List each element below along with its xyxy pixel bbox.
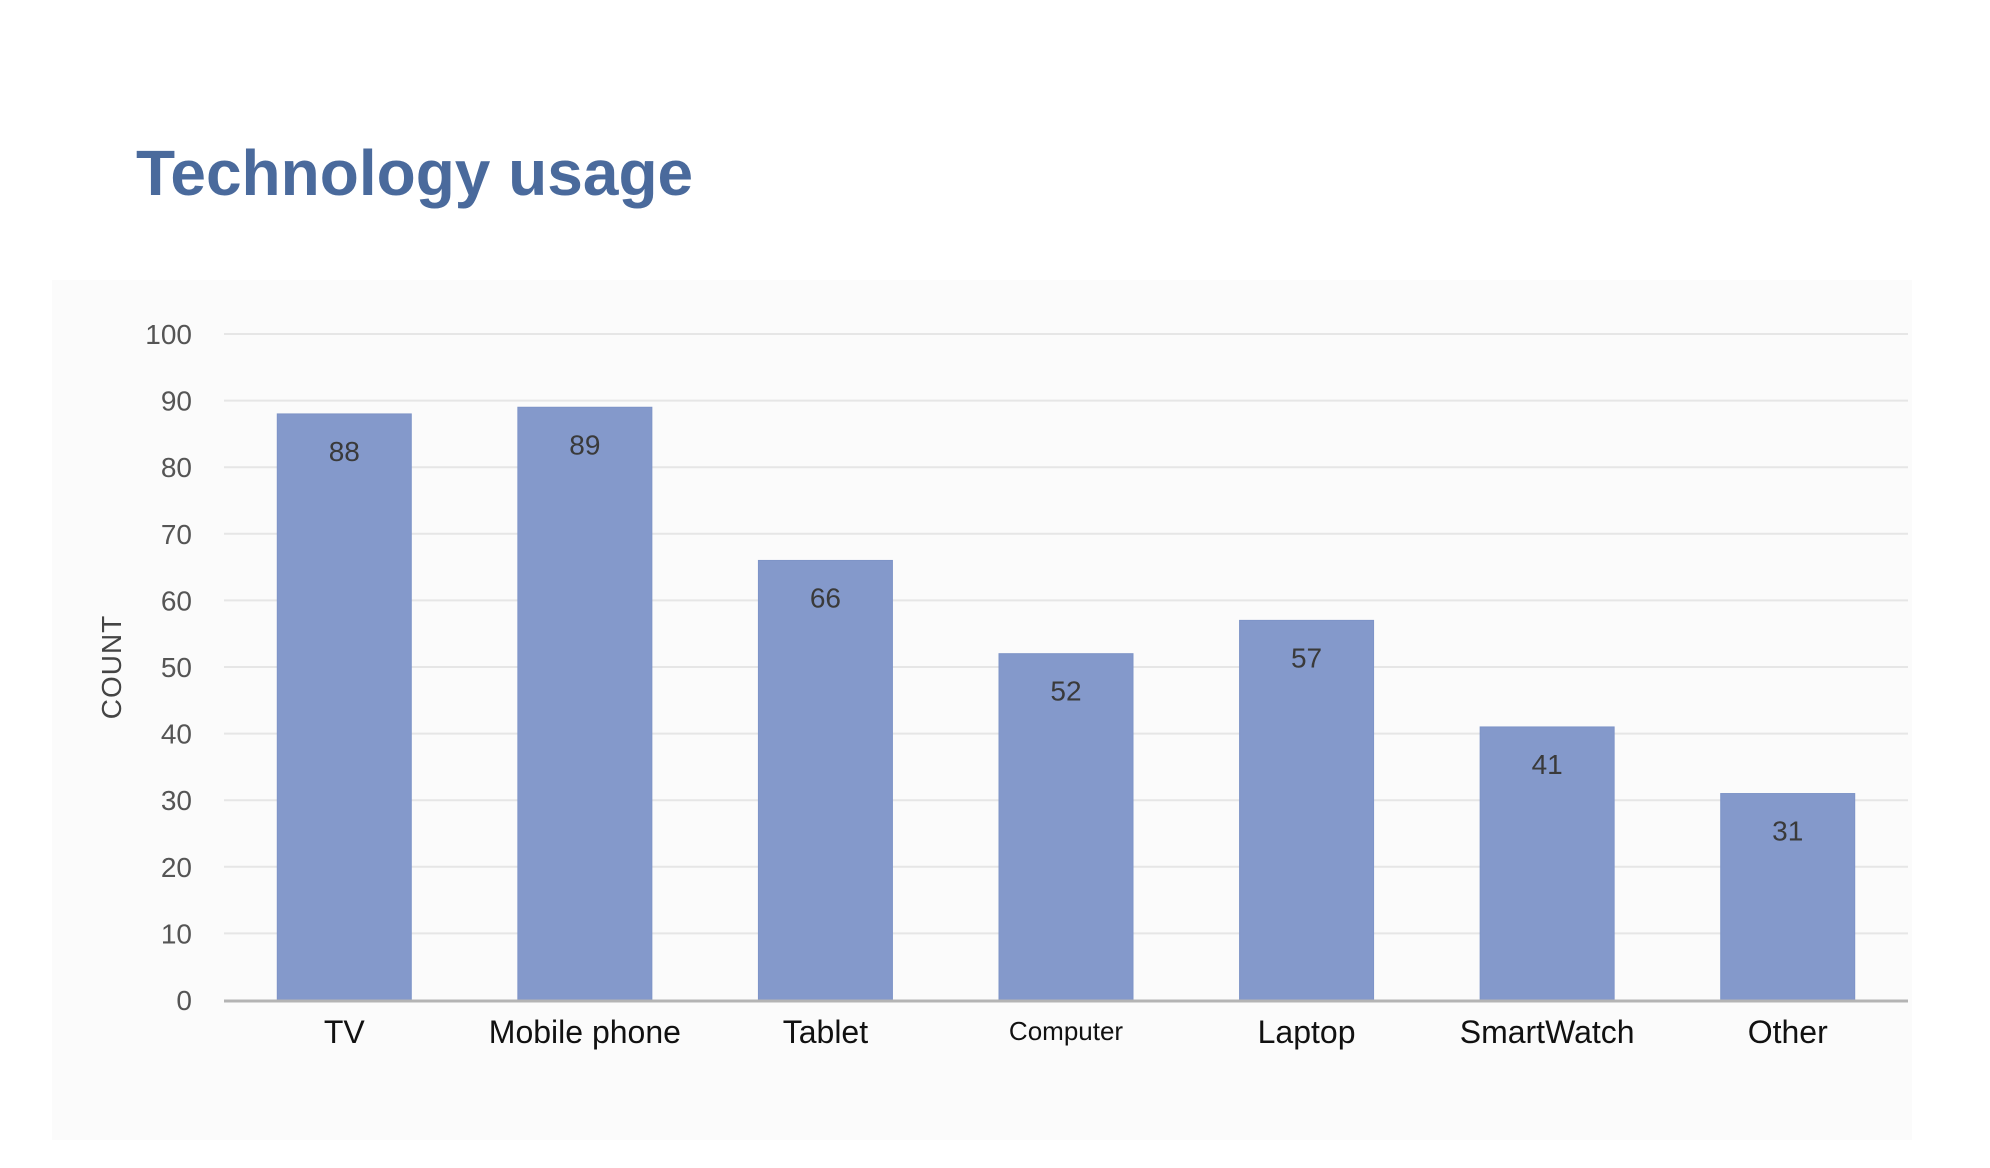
x-category-label: Laptop — [1258, 1014, 1356, 1050]
data-label: 88 — [329, 436, 360, 467]
data-label: 89 — [569, 429, 600, 460]
y-tick-label: 80 — [161, 452, 192, 483]
y-tick-label: 90 — [161, 386, 192, 417]
data-label: 31 — [1772, 816, 1803, 847]
y-tick-label: 40 — [161, 719, 192, 750]
y-axis-title: COUNT — [96, 615, 127, 720]
bar-mobile-phone — [517, 406, 653, 1001]
x-category-label: SmartWatch — [1460, 1014, 1635, 1050]
x-category-label: Other — [1748, 1014, 1828, 1050]
y-tick-label: 20 — [161, 852, 192, 883]
bar-laptop — [1239, 619, 1375, 1001]
data-label: 41 — [1532, 749, 1563, 780]
y-tick-label: 100 — [145, 319, 192, 350]
x-category-label: Mobile phone — [489, 1014, 681, 1050]
bar-other — [1720, 793, 1856, 1001]
y-tick-label: 70 — [161, 519, 192, 550]
y-tick-label: 0 — [176, 985, 192, 1016]
data-label: 66 — [810, 582, 841, 613]
y-tick-label: 10 — [161, 918, 192, 949]
data-label: 57 — [1291, 642, 1322, 673]
y-tick-label: 60 — [161, 585, 192, 616]
x-category-label: Tablet — [783, 1014, 869, 1050]
bar-computer — [998, 653, 1134, 1001]
bar-smartwatch — [1479, 726, 1615, 1001]
y-tick-label: 50 — [161, 652, 192, 683]
x-category-label: TV — [324, 1014, 366, 1050]
y-tick-label: 30 — [161, 785, 192, 816]
labels: 0 10 20 30 40 50 60 70 80 90 100 COUNT 88 TV 89 Mobile … — [96, 319, 1828, 1050]
x-category-label: Computer — [1009, 1016, 1123, 1046]
bar-tv — [276, 413, 412, 1001]
data-label: 52 — [1050, 676, 1081, 707]
page-title: Technology usage — [136, 137, 694, 209]
bars — [276, 406, 1856, 1001]
bar-tablet — [757, 559, 893, 1001]
